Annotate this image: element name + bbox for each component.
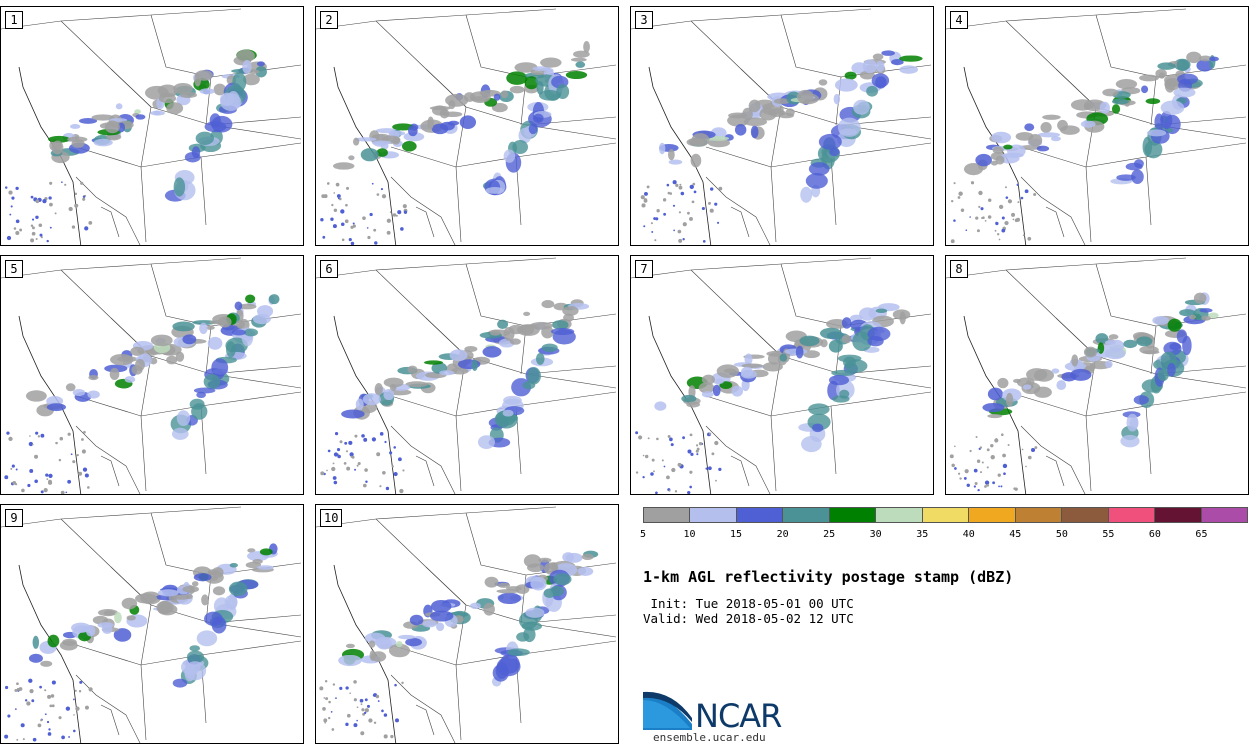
postage-stamp-panel-4: 4 xyxy=(945,6,1249,246)
reflectivity-map xyxy=(1,506,302,743)
panel-number: 5 xyxy=(5,260,23,278)
colorbar-tick-label: 50 xyxy=(1055,529,1068,540)
postage-stamp-panel-7: 7 xyxy=(630,255,934,495)
panel-number: 4 xyxy=(950,11,968,29)
colorbar-segment xyxy=(736,508,784,522)
panel-number: 8 xyxy=(950,260,968,278)
colorbar-tick-label: 10 xyxy=(683,529,696,540)
reflectivity-map xyxy=(946,257,1247,494)
postage-stamp-panel-6: 6 xyxy=(315,255,619,495)
reflectivity-map xyxy=(631,8,932,245)
colorbar-tick-label: 35 xyxy=(916,529,929,540)
colorbar-tick-label: 30 xyxy=(869,529,882,540)
colorbar-tick-label: 60 xyxy=(1148,529,1161,540)
postage-stamp-panel-8: 8 xyxy=(945,255,1249,495)
colorbar-tick-label: 20 xyxy=(776,529,789,540)
reflectivity-map xyxy=(316,257,617,494)
panel-number: 7 xyxy=(635,260,653,278)
colorbar-tick-label: 40 xyxy=(962,529,975,540)
reflectivity-map xyxy=(1,257,302,494)
reflectivity-map xyxy=(631,257,932,494)
colorbar-segment xyxy=(644,508,691,522)
ncar-logo-text: NCAR xyxy=(695,697,782,735)
colorbar-tick-label: 5 xyxy=(639,529,647,540)
colorbar-segment xyxy=(969,508,1016,522)
website-url: ensemble.ucar.edu xyxy=(653,731,766,744)
panel-number: 1 xyxy=(5,11,23,29)
postage-stamp-panel-1: 1 xyxy=(0,6,304,246)
postage-stamp-panel-3: 3 xyxy=(630,6,934,246)
panel-number: 6 xyxy=(320,260,338,278)
panel-number: 3 xyxy=(635,11,653,29)
colorbar-tick-label: 55 xyxy=(1102,529,1115,540)
panel-number: 10 xyxy=(320,509,343,527)
colorbar-tick-label: 25 xyxy=(823,529,836,540)
colorbar-segment xyxy=(1015,508,1063,522)
colorbar-tick-label: 45 xyxy=(1009,529,1022,540)
panel-number: 2 xyxy=(320,11,338,29)
reflectivity-map xyxy=(946,8,1247,245)
postage-stamp-panel-2: 2 xyxy=(315,6,619,246)
colorbar-segment xyxy=(783,508,830,522)
colorbar-segment xyxy=(690,508,737,522)
colorbar-segment xyxy=(876,508,923,522)
colorbar-segment xyxy=(829,508,877,522)
colorbar-segment xyxy=(1062,508,1109,522)
panel-number: 9 xyxy=(5,509,23,527)
colorbar-segment xyxy=(1108,508,1156,522)
colorbar-segment xyxy=(1155,508,1202,522)
reflectivity-map xyxy=(316,8,617,245)
colorbar-tick-labels: 5 10 15 20 25 30 35 40 45 50 55 60 65 xyxy=(639,529,1248,543)
reflectivity-colorbar xyxy=(643,507,1248,523)
postage-stamp-panel-5: 5 xyxy=(0,255,304,495)
colorbar-segment xyxy=(1201,508,1248,522)
colorbar-tick-label: 65 xyxy=(1195,529,1208,540)
reflectivity-map xyxy=(1,8,302,245)
postage-stamp-panel-9: 9 xyxy=(0,504,304,744)
figure-title: 1-km AGL reflectivity postage stamp (dBZ… xyxy=(643,568,1014,586)
postage-stamp-panel-10: 10 xyxy=(315,504,619,744)
reflectivity-map xyxy=(316,506,617,743)
init-time: Init: Tue 2018-05-01 00 UTC xyxy=(643,596,854,611)
valid-time: Valid: Wed 2018-05-02 12 UTC xyxy=(643,611,854,626)
colorbar-segment xyxy=(922,508,970,522)
ncar-logo-icon xyxy=(643,691,692,730)
colorbar-tick-label: 15 xyxy=(730,529,743,540)
